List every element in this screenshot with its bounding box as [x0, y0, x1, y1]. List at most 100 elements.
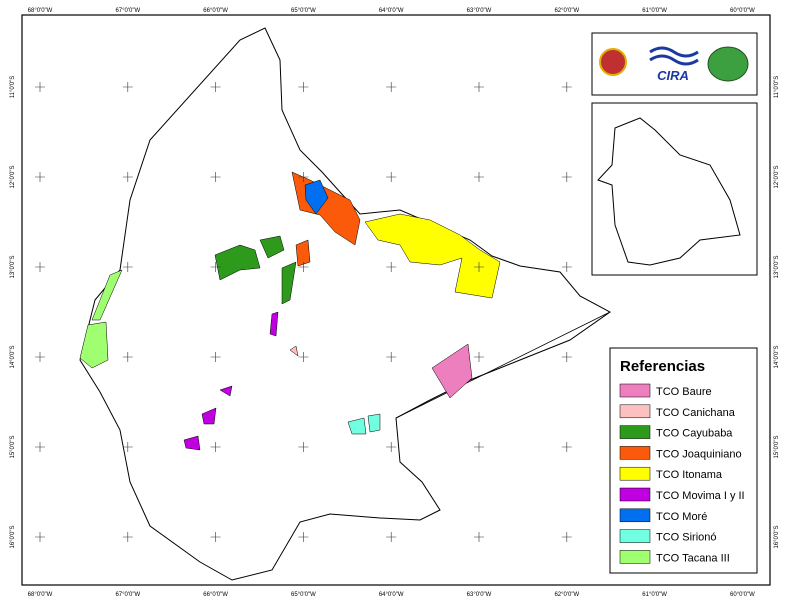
latitude-label: 12°0'0"S [10, 165, 16, 188]
graticule-cross [474, 352, 484, 362]
graticule-cross [298, 532, 309, 542]
latitude-label: 11°0'0"S [10, 76, 16, 99]
territory [259, 235, 285, 259]
graticule-cross [561, 172, 572, 182]
graticule-cross [474, 82, 484, 92]
legend-swatch [619, 425, 651, 439]
longitude-label: 63°0'0"W [467, 592, 492, 598]
graticule-cross [35, 262, 45, 272]
legend-label: TCO Tacana III [656, 552, 730, 564]
graticule-cross [474, 442, 484, 452]
longitude-label: 61°0'0"W [642, 8, 667, 14]
graticule-cross [122, 352, 133, 362]
graticule-cross [386, 352, 397, 362]
legend-label: TCO Sirionó [656, 532, 717, 544]
logo-emblem [599, 48, 627, 76]
longitude-label: 61°0'0"W [642, 592, 667, 598]
latitude-label: 16°0'0"S [774, 525, 780, 548]
graticule-cross [35, 172, 45, 182]
graticule-cross [561, 352, 572, 362]
graticule-cross [386, 262, 397, 272]
legend-swatch [619, 404, 651, 419]
longitude-label: 68°0'0"W [28, 8, 53, 14]
longitude-label: 68°0'0"W [28, 592, 53, 598]
legend-label: TCO Moré [656, 511, 707, 523]
graticule-cross [298, 352, 309, 362]
graticule-cross [210, 82, 221, 92]
longitude-label: 65°0'0"W [291, 8, 316, 14]
longitude-label: 64°0'0"W [379, 592, 404, 598]
latitude-label: 12°0'0"S [774, 165, 780, 188]
river-line [395, 311, 611, 419]
latitude-label: 16°0'0"S [10, 525, 16, 548]
legend-label: TCO Movima I y II [656, 490, 745, 502]
graticule-cross [210, 262, 221, 272]
graticule-cross [35, 442, 45, 452]
graticule-cross [298, 262, 309, 272]
longitude-label: 66°0'0"W [203, 592, 228, 598]
logo-waves [649, 46, 699, 66]
territory [214, 244, 261, 281]
longitude-label: 63°0'0"W [467, 8, 492, 14]
longitude-label: 64°0'0"W [379, 8, 404, 14]
legend-swatch [619, 487, 651, 502]
longitude-label: 60°0'0"W [730, 8, 755, 14]
latitude-label: 15°0'0"S [774, 435, 780, 458]
graticule-cross [474, 262, 484, 272]
territory [183, 435, 201, 451]
graticule-cross [122, 82, 133, 92]
graticule-cross [561, 532, 572, 542]
territory [91, 269, 123, 321]
graticule-cross [210, 352, 221, 362]
graticule-cross [386, 82, 397, 92]
legend-swatch [619, 550, 651, 564]
legend-label: TCO Canichana [656, 407, 736, 419]
graticule-cross [35, 352, 45, 362]
graticule-cross [474, 172, 484, 182]
territory [79, 321, 109, 369]
latitude-label: 15°0'0"S [10, 435, 16, 458]
territory [269, 311, 279, 337]
legend-swatch [619, 508, 651, 523]
graticule-cross [561, 442, 572, 452]
inset-map [597, 117, 741, 266]
longitude-label: 60°0'0"W [730, 592, 755, 598]
territory [201, 407, 217, 425]
logo-emblem [707, 46, 749, 82]
longitude-label: 62°0'0"W [554, 592, 579, 598]
territory [295, 239, 311, 267]
graticule-cross [298, 442, 309, 452]
coordinate-labels: 68°0'0"W 68°0'0"W 67°0'0"W 67°0'0"W 66°0'0"W… [10, 8, 780, 598]
legend-label: TCO Cayubaba [656, 428, 733, 440]
legend-swatch [619, 446, 651, 460]
territory [367, 413, 381, 433]
logo-text: CIRA [657, 68, 689, 83]
territory [364, 213, 501, 299]
graticule-cross [386, 172, 397, 182]
region-outline [79, 27, 611, 581]
legend-label: TCO Joaquiniano [656, 448, 742, 460]
legend-swatch [619, 383, 651, 398]
graticule-cross [474, 532, 484, 542]
latitude-label: 14°0'0"S [774, 345, 780, 368]
graticule-cross [210, 442, 221, 452]
legend-label: TCO Itonama [656, 469, 723, 481]
territories [79, 171, 501, 451]
graticule-cross [386, 532, 397, 542]
graticule-cross [561, 262, 572, 272]
graticule-cross [35, 82, 45, 92]
graticule-cross [210, 172, 221, 182]
territory [347, 417, 367, 435]
territory [281, 261, 297, 305]
legend-label: TCO Baure [656, 386, 712, 398]
longitude-label: 67°0'0"W [115, 8, 140, 14]
latitude-label: 14°0'0"S [10, 345, 16, 368]
legend-swatch [619, 529, 651, 543]
territory [431, 343, 473, 399]
latitude-label: 11°0'0"S [774, 76, 780, 99]
longitude-label: 65°0'0"W [291, 592, 316, 598]
legend: TCO Baure TCO Canichana TCO Cayubaba TCO Jo… [619, 383, 745, 564]
territory [219, 385, 233, 397]
graticule-cross [561, 82, 572, 92]
